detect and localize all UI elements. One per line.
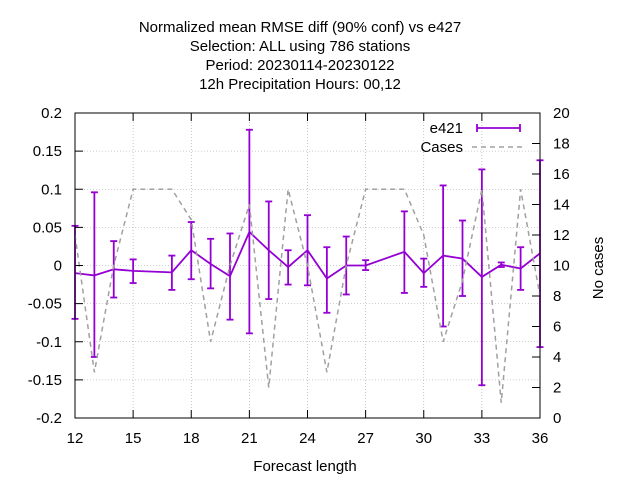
y-tick-label: 0.1: [41, 181, 62, 198]
e421-errorbar: [459, 219, 466, 297]
y-tick-label: -0.15: [28, 372, 62, 389]
x-tick-label: 24: [299, 430, 316, 447]
y-tick-label: 0.15: [33, 143, 62, 160]
y-tick-label: -0.1: [36, 334, 62, 351]
legend-label-e421: e421: [430, 120, 463, 137]
e421-errorbar: [245, 128, 253, 335]
y2-tick-label: 16: [553, 166, 570, 183]
x-tick-label: 12: [67, 430, 84, 447]
e421-errorbar: [400, 210, 408, 294]
x-tick-label: 18: [183, 430, 200, 447]
legend-label-cases: Cases: [420, 139, 463, 156]
e421-errorbar: [187, 221, 195, 281]
x-tick-label: 21: [241, 430, 258, 447]
x-tick-label: 27: [357, 430, 374, 447]
e421-errorbar: [304, 214, 311, 287]
e421-errorbar: [478, 168, 486, 387]
e421-errorbar: [265, 200, 273, 300]
x-tick-label: 33: [474, 430, 491, 447]
y2-tick-label: 2: [553, 380, 561, 397]
y2-tick-label: 20: [553, 105, 570, 122]
y-tick-label: 0.05: [33, 219, 62, 236]
x-axis-label: Forecast length: [253, 458, 356, 475]
ticks: 12 15 18 21 24 27 30 33 36-0.2-0.15-0.1-0.0500.0…: [28, 105, 570, 447]
y2-tick-label: 12: [553, 227, 570, 244]
e421-errorbar: [323, 246, 331, 314]
e421-errorbar: [517, 246, 525, 291]
x-tick-label: 15: [125, 430, 142, 447]
x-tick-label: 30: [415, 430, 432, 447]
e421-errorbar: [497, 261, 505, 268]
y2-tick-label: 18: [553, 136, 570, 153]
y2-tick-label: 8: [553, 288, 561, 305]
e421-errorbar: [168, 254, 176, 291]
legend: e421 Cases: [420, 120, 522, 156]
y-tick-label: -0.2: [36, 410, 62, 427]
y2-tick-label: 4: [553, 349, 561, 366]
y2-tick-label: 14: [553, 197, 570, 214]
subtitle-parameter: 12h Precipitation Hours: 00,12: [199, 76, 401, 93]
cases-line: [75, 188, 540, 403]
title-line: Normalized mean RMSE diff (90% conf) vs …: [139, 19, 461, 36]
e421-errorbar: [226, 232, 234, 321]
y-tick-label: -0.05: [28, 296, 62, 313]
e421-errorbar: [207, 237, 215, 290]
x-tick-label: 36: [532, 430, 549, 447]
e421-errorbar: [362, 259, 370, 271]
chart-title: Normalized mean RMSE diff (90% conf) vs …: [139, 19, 461, 93]
subtitle-selection: Selection: ALL using 786 stations: [190, 38, 410, 55]
y-tick-label: 0.2: [41, 105, 62, 122]
subtitle-period: Period: 20230114-20230122: [205, 57, 394, 74]
e421-errorbar: [129, 258, 137, 284]
y2-tick-label: 10: [553, 258, 570, 275]
e421-errorbar: [284, 249, 292, 286]
y2-axis-label: No cases: [590, 237, 607, 300]
e421-errorbar: [420, 257, 428, 288]
y-tick-label: 0: [54, 258, 62, 275]
y2-tick-label: 0: [553, 410, 561, 427]
y2-tick-label: 6: [553, 319, 561, 336]
